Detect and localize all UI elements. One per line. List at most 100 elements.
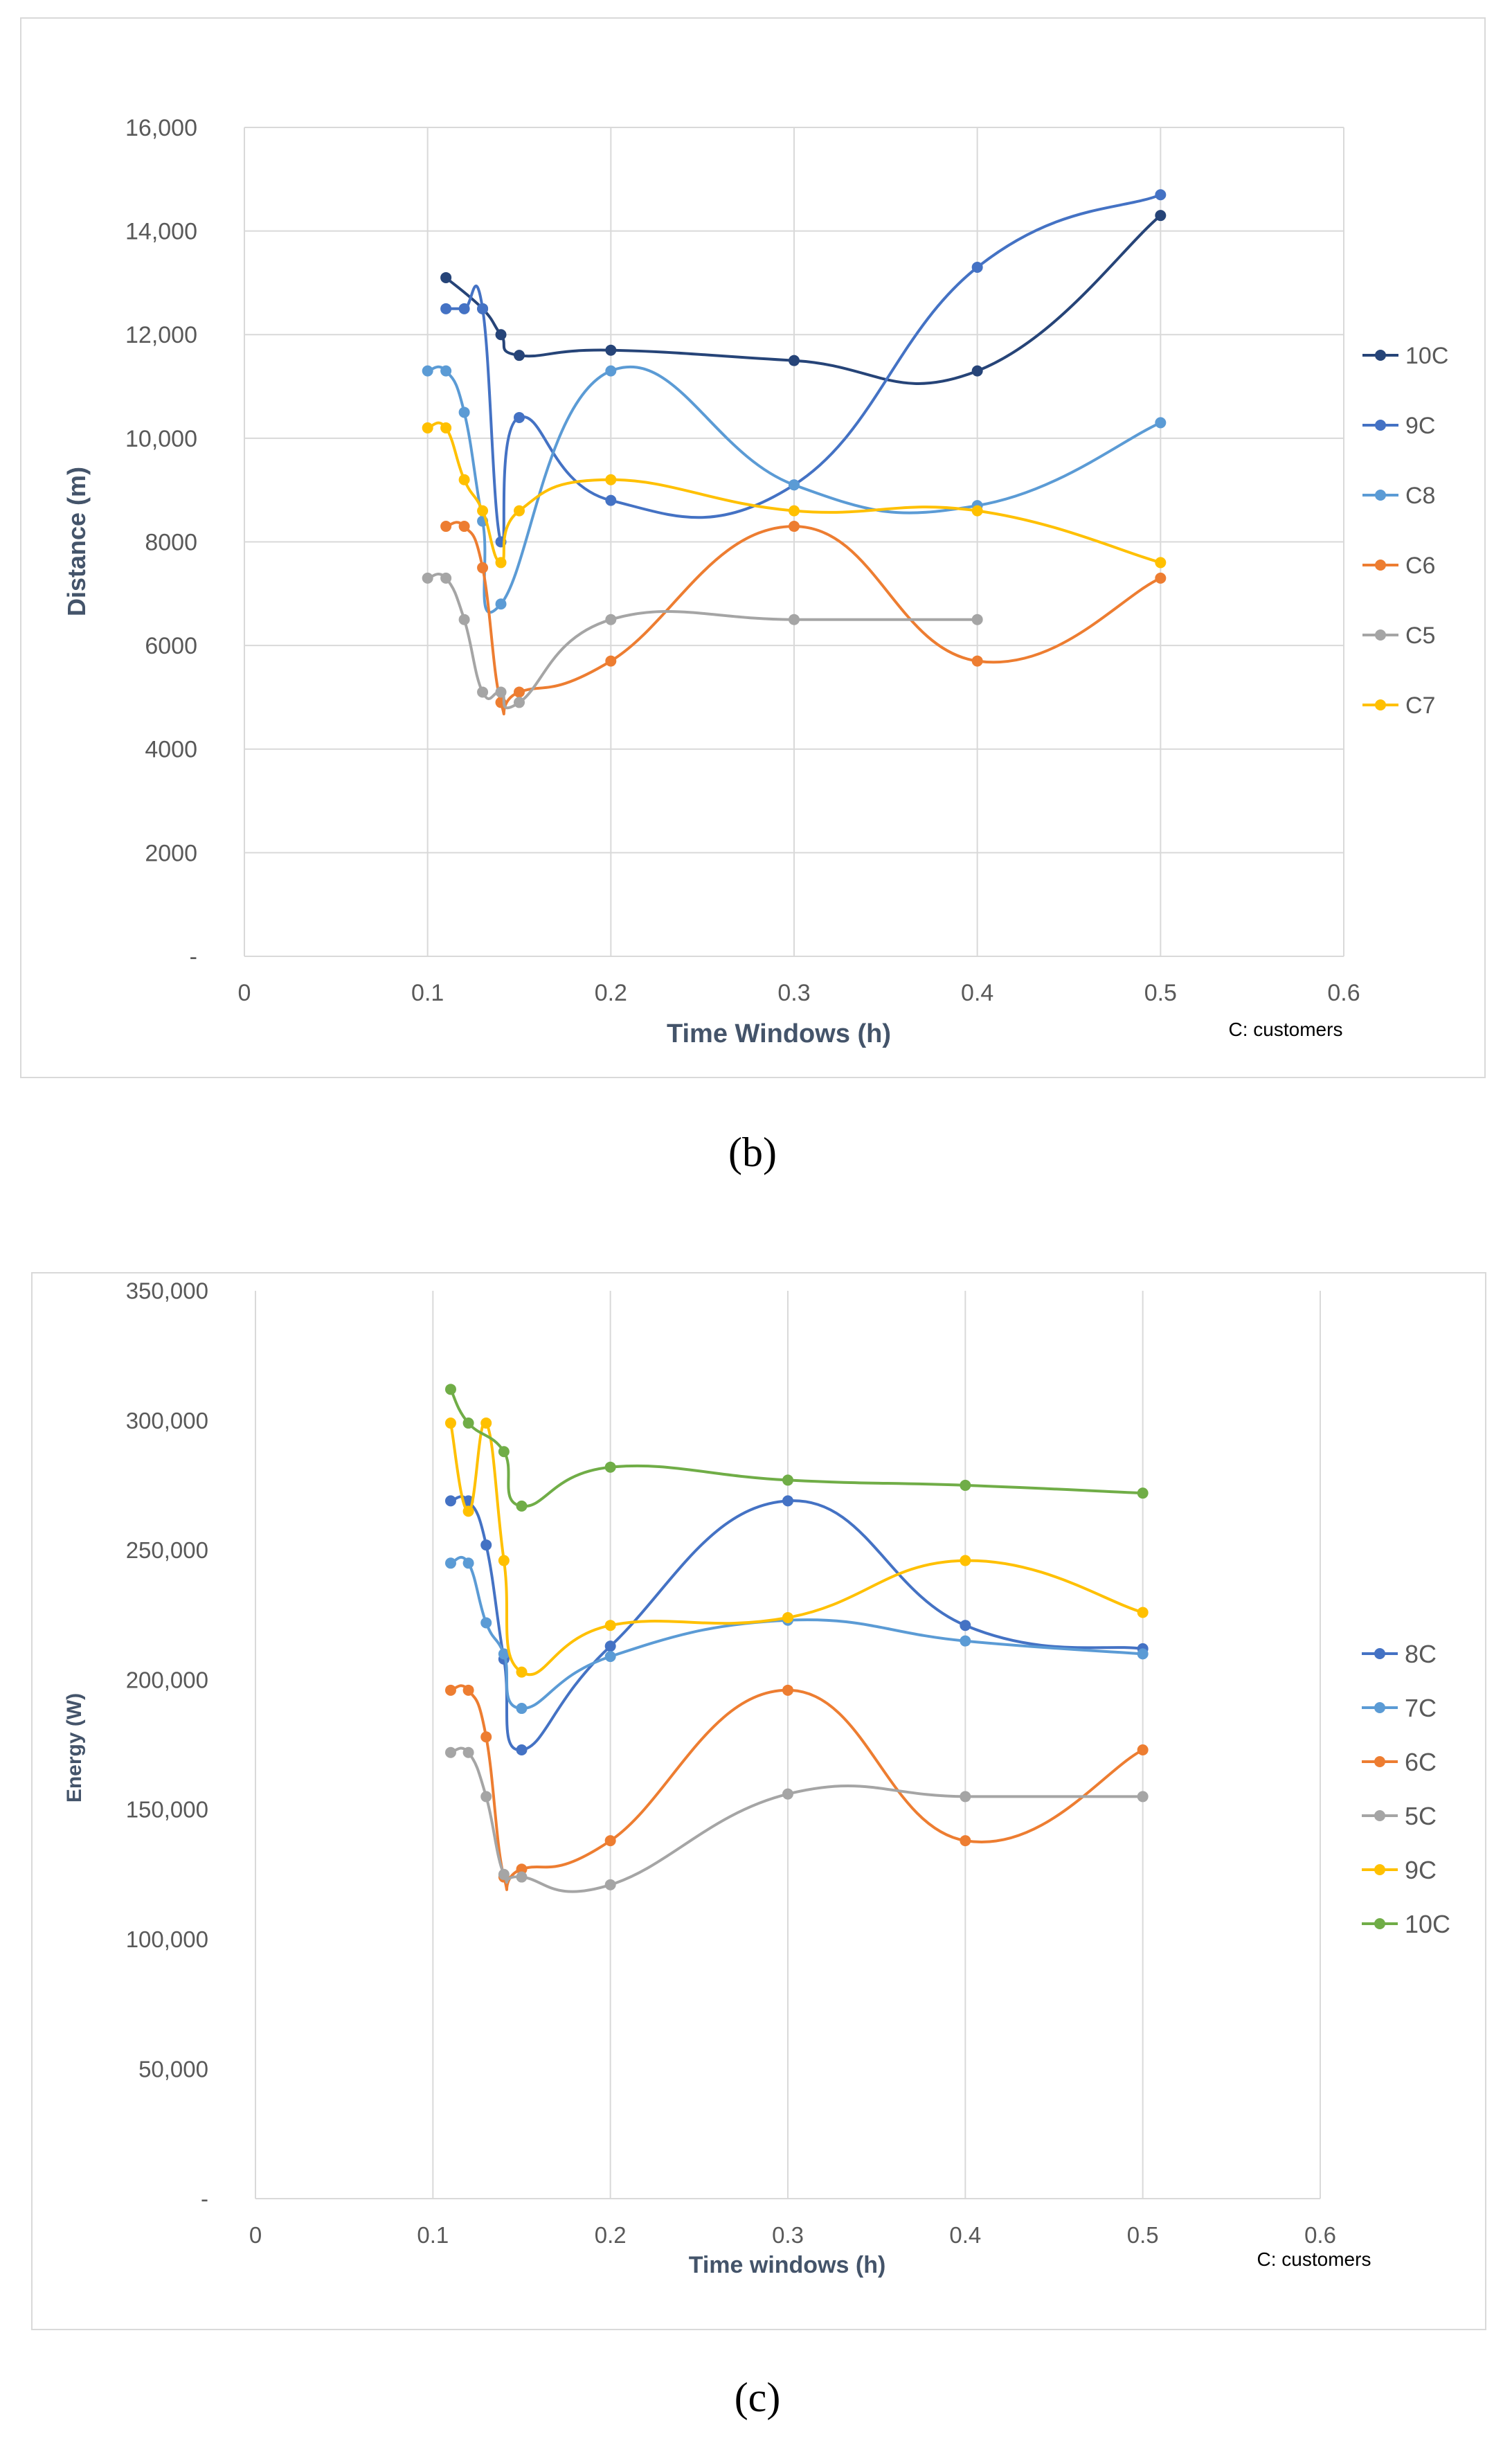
series-line-5C	[449, 1746, 1144, 1893]
y-axis-title: Energy (W)	[63, 1693, 86, 1803]
legend-marker-9C	[1374, 1864, 1385, 1875]
data-point-9C	[514, 411, 525, 423]
data-point-10C	[782, 1474, 793, 1486]
data-point-5C	[1137, 1791, 1149, 1803]
data-point-5C	[462, 1746, 474, 1758]
legend-marker-C5	[1375, 629, 1386, 641]
x-tick-label: 0.3	[777, 980, 810, 1006]
legend-label-C7: C7	[1405, 692, 1435, 719]
legend-item-5C: 5C	[1362, 1802, 1437, 1830]
data-point-9C	[605, 494, 617, 506]
legend-label-C6: C6	[1405, 553, 1435, 579]
data-point-7C	[480, 1617, 492, 1629]
distance-tick-labels: - 2000 4000 6000 8000 10,000 12,000 14,000 16,00…	[125, 115, 1360, 1006]
x-tick-label: 0.2	[595, 980, 627, 1006]
data-point-9C	[1137, 1607, 1149, 1618]
data-point-C6	[458, 521, 470, 533]
data-point-10C	[604, 1461, 616, 1473]
data-point-9C	[480, 1418, 492, 1429]
legend-marker-C6	[1375, 560, 1386, 571]
data-point-9C	[444, 1418, 456, 1429]
data-point-7C	[516, 1703, 528, 1715]
y-tick-label: 300,000	[126, 1408, 208, 1433]
data-point-5C	[498, 1868, 510, 1880]
series-line-8C	[449, 1495, 1144, 1752]
data-point-C8	[495, 598, 507, 610]
legend-item-6C: 6C	[1362, 1748, 1437, 1776]
data-point-10C	[498, 1446, 510, 1458]
data-point-9C	[458, 303, 470, 314]
y-axis-title: Distance (m)	[62, 467, 91, 616]
data-point-10C	[1137, 1487, 1149, 1499]
data-point-10C	[971, 365, 983, 377]
energy-tick-labels: - 50,000 100,000 150,000 200,000 250,000 300,0…	[126, 1278, 1336, 2248]
data-point-9C	[477, 303, 489, 314]
data-point-8C	[516, 1744, 528, 1755]
data-point-9C	[440, 303, 452, 314]
data-point-5C	[444, 1746, 456, 1758]
data-point-7C	[1137, 1648, 1149, 1660]
data-point-6C	[604, 1835, 616, 1847]
data-point-C5	[477, 686, 489, 698]
distance-chart-svg: - 2000 4000 6000 8000 10,000 12,000 14,000 16,00…	[62, 115, 1448, 1048]
data-point-C7	[971, 505, 983, 517]
data-point-9C	[1155, 189, 1167, 201]
y-tick-label: 150,000	[126, 1797, 208, 1823]
y-tick-label: 50,000	[138, 2056, 208, 2082]
data-point-8C	[444, 1495, 456, 1507]
legend-label-10C: 10C	[1405, 1910, 1450, 1938]
legend-marker-9C	[1375, 420, 1386, 431]
legend-label-6C: 6C	[1405, 1748, 1437, 1776]
data-point-C7	[458, 474, 470, 485]
data-point-6C	[444, 1684, 456, 1696]
series-line-C5	[426, 573, 979, 710]
legend-marker-10C	[1375, 350, 1386, 361]
series-5C	[444, 1746, 1149, 1893]
data-point-C8	[789, 479, 800, 491]
subfigure-label-b: (b)	[728, 1129, 777, 1175]
data-point-10C	[514, 350, 525, 361]
x-tick-label: 0	[238, 980, 251, 1006]
data-point-C8	[1155, 417, 1167, 429]
data-point-C7	[422, 422, 433, 433]
legend-label-5C: 5C	[1405, 1802, 1437, 1830]
series-10C	[440, 210, 1167, 385]
data-point-7C	[444, 1557, 456, 1569]
x-tick-label: 0.6	[1304, 2222, 1336, 2248]
data-point-C6	[605, 655, 617, 667]
data-point-9C	[498, 1555, 510, 1566]
legend-label-9C: 9C	[1405, 413, 1435, 439]
data-point-7C	[498, 1648, 510, 1660]
data-point-8C	[604, 1640, 616, 1652]
data-point-C6	[477, 562, 489, 573]
series-9C	[440, 189, 1167, 548]
legend-marker-C7	[1375, 699, 1386, 710]
series-10C	[444, 1384, 1149, 1512]
series-9C	[444, 1418, 1149, 1678]
legend-item-C6: C6	[1362, 553, 1435, 579]
data-point-5C	[604, 1879, 616, 1890]
legend-marker-10C	[1374, 1918, 1385, 1929]
y-tick-label: 250,000	[126, 1537, 208, 1563]
data-point-5C	[782, 1788, 793, 1800]
data-point-C7	[605, 474, 617, 485]
distance-chart-panel: - 2000 4000 6000 8000 10,000 12,000 14,000 16,00…	[20, 17, 1486, 1078]
x-tick-label: 0.5	[1127, 2222, 1159, 2248]
x-axis-title: Time Windows (h)	[667, 1019, 891, 1048]
legend-item-C5: C5	[1362, 623, 1435, 649]
x-tick-label: 0.1	[417, 2222, 449, 2248]
series-line-C6	[444, 521, 1162, 716]
x-tick-label: 0.3	[772, 2222, 804, 2248]
legend-item-C7: C7	[1362, 692, 1435, 719]
y-tick-label: -	[201, 2186, 208, 2212]
x-axis-title: Time windows (h)	[689, 2252, 886, 2278]
data-point-10C	[960, 1479, 971, 1491]
data-point-C5	[605, 614, 617, 625]
y-tick-label: -	[190, 944, 197, 970]
data-point-10C	[440, 271, 452, 283]
legend-item-8C: 8C	[1362, 1640, 1437, 1668]
y-tick-label: 10,000	[125, 426, 197, 452]
data-point-9C	[782, 1611, 793, 1623]
data-point-C5	[495, 686, 507, 698]
data-point-C8	[440, 365, 452, 377]
